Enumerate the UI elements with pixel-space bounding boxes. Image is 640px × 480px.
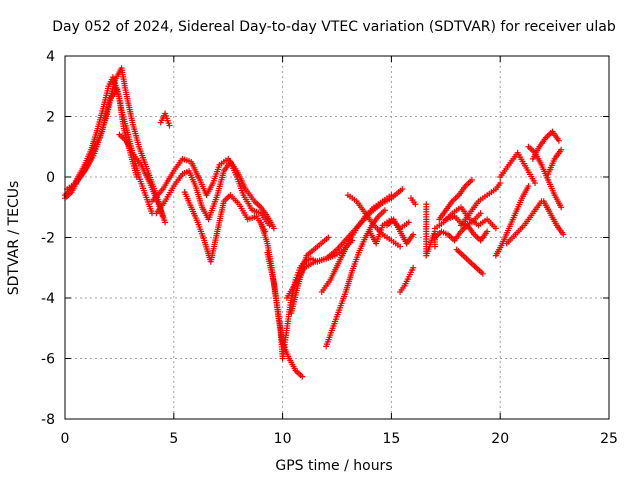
x-axis-label: GPS time / hours — [275, 458, 392, 474]
series-descend-21-23 — [525, 143, 565, 211]
series-segment-16-low — [397, 264, 417, 295]
series-mid-branch-b — [288, 234, 332, 317]
data-point — [484, 228, 491, 235]
series-segment-16-mid — [407, 195, 419, 208]
series-rise-20-21 — [492, 183, 532, 259]
series-v-dip-10-low — [264, 249, 306, 380]
data-point — [270, 225, 277, 232]
series-branch-20-22-low — [503, 198, 545, 247]
data-point — [399, 186, 406, 193]
series-blob-5-b — [153, 158, 273, 229]
series-decline-18-19 — [453, 246, 486, 277]
x-tick-label: 10 — [274, 431, 292, 447]
series-blob-5-a — [149, 155, 277, 232]
y-tick-label: -8 — [41, 412, 55, 428]
series-wiggle-14-16 — [366, 216, 412, 247]
y-tick-label: 0 — [46, 170, 55, 186]
series-rising-12-14-b — [318, 192, 395, 295]
data-point — [412, 201, 419, 208]
data-point — [397, 243, 404, 250]
data-point — [479, 270, 486, 277]
x-tick-label: 15 — [382, 431, 400, 447]
series-fall-22-23 — [540, 198, 567, 238]
data-point — [468, 177, 475, 184]
data-point — [266, 222, 273, 229]
data-point — [381, 207, 388, 214]
data-point — [558, 146, 565, 153]
data-point — [325, 234, 332, 241]
x-axis-ticks: 0 5 10 15 20 25 — [61, 56, 618, 447]
data-point — [405, 219, 412, 226]
y-axis-label: SDTVAR / TECUs — [6, 181, 22, 296]
series-rise-17-18 — [436, 177, 475, 223]
data-point — [388, 192, 395, 199]
chart-title: Day 052 of 2024, Sidereal Day-to-day VTE… — [52, 19, 616, 35]
y-tick-label: 2 — [46, 110, 55, 126]
series-branch-4-5 — [116, 131, 169, 226]
data-point — [532, 180, 539, 187]
grid-lines — [65, 56, 609, 419]
data-point — [558, 204, 565, 211]
data-point — [560, 231, 567, 238]
data-point — [525, 183, 532, 190]
data-point — [166, 122, 173, 129]
data-point — [299, 373, 306, 380]
y-tick-label: -2 — [41, 231, 55, 247]
data-point — [492, 225, 499, 232]
y-tick-label: 4 — [46, 49, 55, 65]
x-tick-label: 25 — [600, 431, 618, 447]
series-arc-14-16 — [344, 192, 404, 250]
data-point — [410, 231, 417, 238]
y-axis-ticks: -8 -6 -4 -2 0 2 4 — [41, 49, 609, 428]
x-tick-label: 0 — [61, 431, 70, 447]
x-tick-label: 5 — [169, 431, 178, 447]
series-small-arc — [157, 110, 173, 129]
data-point — [410, 264, 417, 271]
series-rise-19-20 — [458, 180, 504, 229]
y-tick-label: -6 — [41, 352, 55, 368]
data-point — [431, 243, 438, 250]
series-verticals-16-17 — [423, 201, 438, 259]
series-band-17-19-c — [442, 210, 484, 229]
series-branch-20-22 — [497, 149, 539, 187]
data-series — [62, 65, 567, 380]
y-tick-label: -4 — [41, 291, 55, 307]
series-rise-22-23 — [545, 146, 565, 177]
x-tick-label: 20 — [491, 431, 509, 447]
data-point — [477, 210, 484, 217]
data-point — [162, 219, 169, 226]
data-point — [555, 137, 562, 144]
data-point — [497, 180, 504, 187]
